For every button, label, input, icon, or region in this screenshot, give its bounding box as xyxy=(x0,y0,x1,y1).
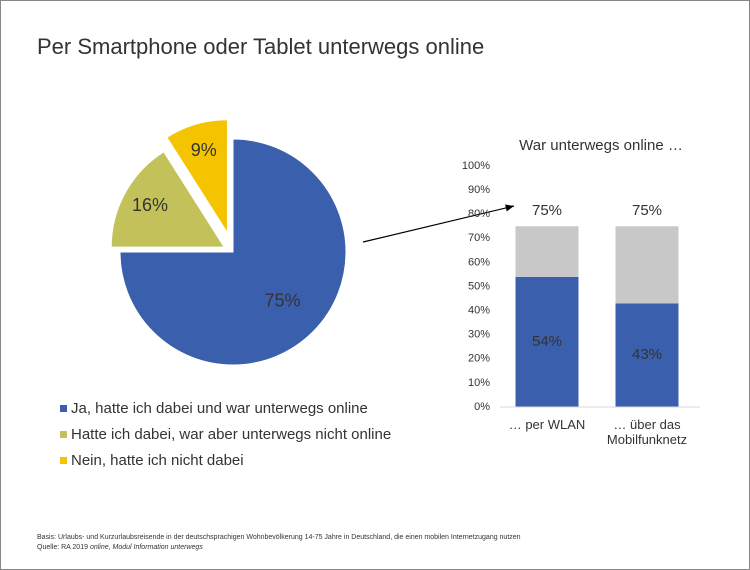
x-tick-label-box: … über das Mobilfunknetz xyxy=(606,417,688,447)
bar-segment xyxy=(615,303,679,407)
arrow xyxy=(362,204,515,243)
slice-label: 75% xyxy=(265,290,301,310)
bar-chart-title: War unterwegs online … xyxy=(519,137,683,154)
y-tick-label: 70% xyxy=(468,232,490,244)
y-tick-label: 80% xyxy=(468,208,490,220)
source-italic: online, Modul Information unterwegs xyxy=(90,544,203,551)
y-tick-label: 90% xyxy=(468,184,490,196)
bar-segment xyxy=(515,226,579,277)
bar-segment xyxy=(515,276,579,407)
x-tick-label: … per WLAN xyxy=(508,417,586,432)
total-label: 75% xyxy=(632,202,662,219)
value-label: 54% xyxy=(532,333,562,350)
y-tick-label: 30% xyxy=(468,329,490,341)
total-label: 75% xyxy=(532,202,562,219)
y-tick-label: 100% xyxy=(462,160,490,172)
footnote-basis: Basis: Urlaubs- und Kurzurlaubsreisende … xyxy=(37,534,521,541)
y-tick-label: 60% xyxy=(468,256,490,268)
slice-label: 16% xyxy=(132,195,168,215)
y-tick-label: 50% xyxy=(468,280,490,292)
legend-marker xyxy=(60,457,67,464)
legend-label: Hatte ich dabei, war aber unterwegs nich… xyxy=(71,426,391,443)
y-tick-label: 40% xyxy=(468,305,490,317)
y-tick-label: 20% xyxy=(468,353,490,365)
legend-marker xyxy=(60,405,67,412)
x-tick-label-box: … per WLAN xyxy=(508,417,586,432)
pie-slice xyxy=(110,151,226,248)
y-tick-label: 0% xyxy=(474,401,490,413)
source-text: Quelle: RA 2019 xyxy=(37,544,88,551)
legend-marker xyxy=(60,431,67,438)
value-label: 43% xyxy=(632,346,662,363)
legend-label: Ja, hatte ich dabei und war unterwegs on… xyxy=(71,400,368,417)
bar-segment xyxy=(615,226,679,304)
slice-label: 9% xyxy=(191,140,217,160)
x-tick-label: … über das Mobilfunknetz xyxy=(606,417,688,447)
pie-slice xyxy=(119,138,347,366)
pie-slice xyxy=(166,119,228,235)
footnote-source: Quelle: RA 2019 online, Modul Informatio… xyxy=(37,544,203,551)
slide-title: Per Smartphone oder Tablet unterwegs onl… xyxy=(37,34,484,59)
y-tick-label: 10% xyxy=(468,377,490,389)
legend-label: Nein, hatte ich nicht dabei xyxy=(71,452,244,469)
